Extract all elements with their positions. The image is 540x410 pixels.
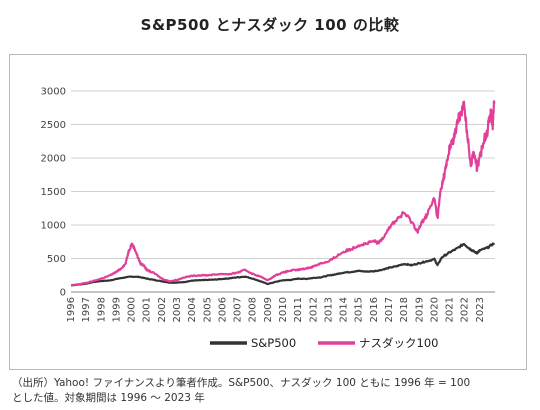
chart-frame [9,54,527,370]
x-tick-label: 2008 [248,297,259,322]
caption-line-1: （出所）Yahoo! ファイナンスより筆者作成。S&P500、ナスダック 100… [12,377,471,389]
gridlines [71,90,495,293]
x-tick-label: 2002 [157,297,168,322]
x-tick-label: 2012 [308,297,319,322]
y-tick-label: 0 [60,288,66,299]
x-tick-label: 2000 [127,297,138,322]
caption-line-2: とした値。対象期間は 1996 〜 2023 年 [12,392,205,404]
y-tick-label: 1500 [41,187,66,198]
series-lines [70,100,496,287]
x-tick-label: 2007 [233,297,244,322]
x-tick-label: 2023 [475,297,486,322]
x-tick-label: 2010 [278,297,289,322]
x-tick-label: 2006 [217,297,228,322]
chart-title: S&P500 とナスダック 100 の比較 [140,16,400,34]
x-tick-label: 1996 [66,297,77,322]
x-tick-label: 2017 [384,297,395,322]
legend-label-nasdaq: ナスダック100 [359,336,438,350]
x-tick-label: 2011 [293,297,304,322]
x-tick-label: 2020 [429,297,440,322]
x-tick-label: 2005 [202,297,213,322]
x-tick-label: 1997 [81,297,92,322]
x-tick-label: 2022 [460,297,471,322]
legend-label-sp500: S&P500 [251,336,296,350]
series-line-nasdaq [70,100,496,287]
x-tick-label: 2001 [142,297,153,322]
x-tick-label: 2015 [354,297,365,322]
x-tick-label: 1998 [96,297,107,322]
x-tick-label: 2014 [339,297,350,322]
x-tick-label: 2021 [445,297,456,322]
y-tick-label: 2500 [41,120,66,131]
x-tick-label: 2009 [263,297,274,322]
x-tick-label: 2018 [399,297,410,322]
series-line-sp500 [70,242,496,287]
x-tick-label: 2004 [187,297,198,322]
x-axis-ticks: 1996 1997 1998 1999 2000 2001 2002 2003 2004 2005… [66,297,486,322]
caption: （出所）Yahoo! ファイナンスより筆者作成。S&P500、ナスダック 100… [12,376,532,406]
y-axis-ticks: 0 500 1000 1500 2000 2500 3000 [41,87,66,299]
x-tick-label: 2003 [172,297,183,322]
x-tick-label: 2013 [323,297,334,322]
x-tick-label: 1999 [111,297,122,322]
x-tick-label: 2016 [369,297,380,322]
y-tick-label: 3000 [41,87,66,98]
y-tick-label: 1000 [41,221,66,232]
x-tick-label: 2019 [414,297,425,322]
y-tick-label: 500 [47,254,66,265]
y-tick-label: 2000 [41,154,66,165]
legend: S&P500 ナスダック100 [210,336,438,350]
